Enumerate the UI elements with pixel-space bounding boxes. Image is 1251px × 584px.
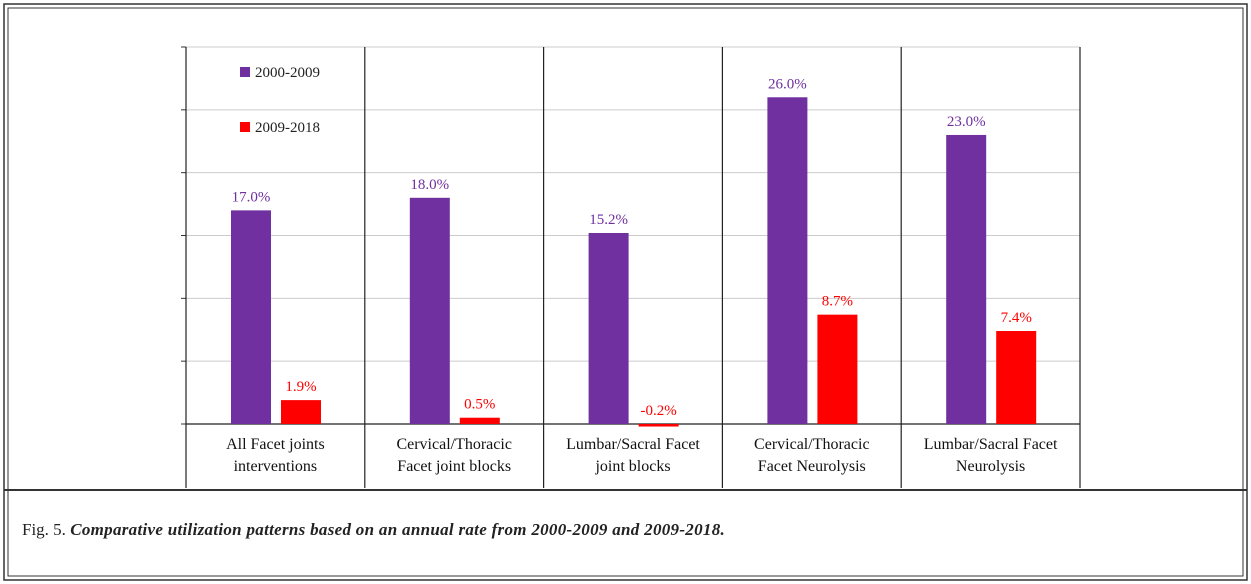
value-label: 23.0%: [947, 114, 986, 130]
legend-swatch: [240, 67, 250, 77]
frame: [3, 3, 1248, 581]
caption-label: Fig. 5.: [22, 520, 66, 539]
x-tick-label: Lumbar/Sacral Facet Neurolysis: [923, 436, 1058, 475]
bar: [817, 314, 858, 424]
bar: [946, 134, 987, 424]
value-label: 1.9%: [285, 379, 316, 395]
value-label: 8.7%: [822, 294, 853, 310]
bar: [638, 424, 679, 427]
legend-label: 2009-2018: [255, 120, 320, 136]
bar: [996, 331, 1037, 424]
x-tick-label: Lumbar/Sacral Facet joint blocks: [566, 436, 700, 475]
x-tick-label: Cervical/Thoracic Facet Neurolysis: [754, 436, 870, 475]
value-label: -0.2%: [640, 403, 676, 419]
bar: [767, 97, 808, 425]
bar: [281, 400, 321, 424]
caption: Fig. 5. Comparative utilization patterns…: [22, 520, 725, 540]
value-label: 15.2%: [589, 212, 628, 228]
bar: [409, 197, 450, 424]
value-label: 7.4%: [1001, 310, 1032, 326]
value-label: 26.0%: [768, 76, 807, 92]
x-tick-label: All Facet joints interventions: [226, 436, 325, 475]
value-label: 18.0%: [410, 177, 449, 193]
caption-text: Comparative utilization patterns based o…: [70, 520, 726, 539]
value-label: 17.0%: [232, 189, 271, 205]
bar: [231, 210, 271, 424]
bar: [459, 417, 500, 424]
bar: [588, 232, 629, 424]
legend-swatch: [240, 122, 250, 132]
frame-inner: [7, 7, 1244, 577]
legend-label: 2000-2009: [255, 65, 320, 81]
value-label: 0.5%: [464, 397, 495, 413]
x-tick-label: Cervical/Thoracic Facet joint blocks: [396, 436, 512, 475]
